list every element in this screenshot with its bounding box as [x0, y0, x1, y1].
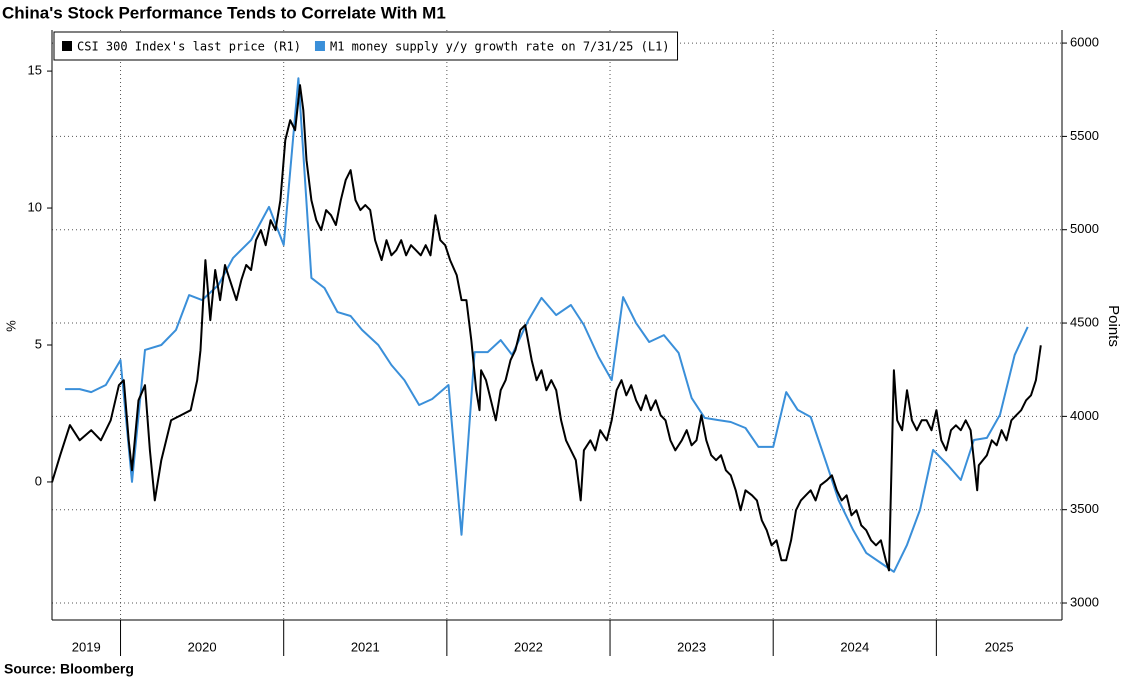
y2-axis-label: Points [1105, 305, 1122, 347]
legend: CSI 300 Index's last price (R1) M1 money … [53, 31, 679, 61]
y2-tick-label: 5500 [1070, 128, 1099, 143]
y-tick-label: 0 [35, 473, 42, 488]
y2-tick-label: 4500 [1070, 314, 1099, 329]
legend-label: CSI 300 Index's last price (R1) [77, 40, 301, 54]
y2-tick-label: 6000 [1070, 35, 1099, 50]
legend-swatch [314, 41, 325, 51]
y-tick-label: 15 [28, 63, 42, 78]
y2-tick-label: 3000 [1070, 594, 1099, 609]
x-tick-label: 2023 [677, 639, 706, 654]
y2-tick-label: 3500 [1070, 501, 1099, 516]
y2-tick-label: 4000 [1070, 408, 1099, 423]
x-tick-label: 2025 [985, 639, 1014, 654]
legend-box [53, 31, 679, 61]
source-note: Source: Bloomberg [4, 661, 134, 677]
x-tick-label: 2020 [188, 639, 217, 654]
y2-tick-label: 5000 [1070, 221, 1099, 236]
y-tick-label: 10 [28, 199, 42, 214]
x-tick-label: 2022 [514, 639, 543, 654]
x-tick-label: 2024 [840, 639, 869, 654]
legend-swatch [62, 41, 72, 51]
series-line [51, 84, 1042, 572]
series-line [65, 77, 1029, 573]
y-axis-label: % [4, 320, 19, 332]
x-tick-label: 2019 [72, 639, 101, 654]
legend-label: M1 money supply y/y growth rate on 7/31/… [330, 40, 670, 54]
x-tick-label: 2021 [351, 639, 380, 654]
y-tick-label: 5 [35, 336, 42, 351]
chart-title: China's Stock Performance Tends to Corre… [2, 3, 446, 22]
